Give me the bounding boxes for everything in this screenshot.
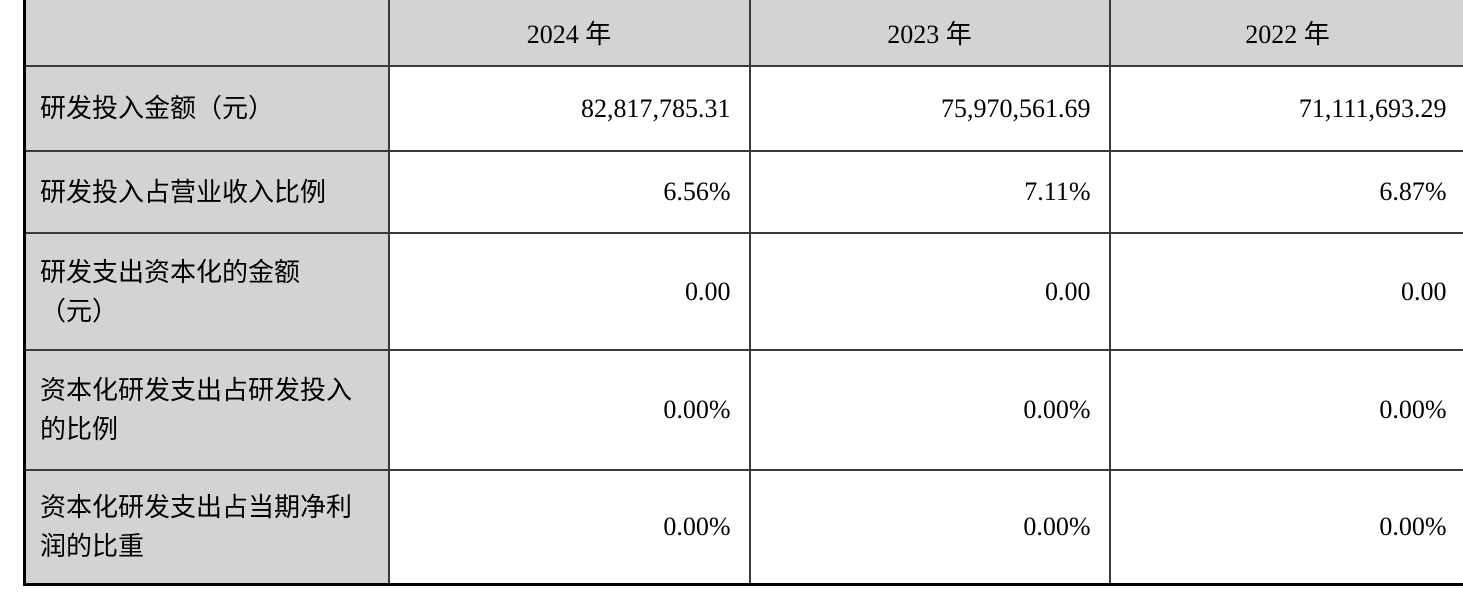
- row-label: 研发支出资本化的金额 （元）: [23, 232, 390, 351]
- table-row-rd-investment-amount: 研发投入金额（元） 82,817,785.31 75,970,561.69 71…: [23, 65, 1463, 152]
- value-cell-2022: 0.00%: [1108, 349, 1463, 471]
- corner-header-cell: [23, 0, 390, 67]
- row-label: 研发投入金额（元）: [23, 65, 390, 152]
- table-row-rd-revenue-ratio: 研发投入占营业收入比例 6.56% 7.11% 6.87%: [23, 150, 1463, 234]
- table-row-capitalized-rd-ratio: 资本化研发支出占研发投入 的比例 0.00% 0.00% 0.00%: [23, 349, 1463, 471]
- value-cell-2024: 6.56%: [387, 150, 751, 234]
- year-header-2023: 2023 年: [748, 0, 1111, 67]
- year-header-2024: 2024 年: [387, 0, 751, 67]
- row-label: 研发投入占营业收入比例: [23, 150, 390, 234]
- value-cell-2022: 0.00%: [1108, 469, 1463, 585]
- value-cell-2024: 0.00: [387, 232, 751, 351]
- value-cell-2024: 82,817,785.31: [387, 65, 751, 152]
- year-header-2022: 2022 年: [1108, 0, 1463, 67]
- value-cell-2022: 6.87%: [1108, 150, 1463, 234]
- row-label: 资本化研发支出占当期净利 润的比重: [23, 469, 390, 585]
- value-cell-2023: 0.00%: [748, 469, 1111, 585]
- table-header-row: 2024 年 2023 年 2022 年: [23, 0, 1463, 67]
- rd-investment-table: 2024 年 2023 年 2022 年 研发投入金额（元） 82,817,78…: [23, 0, 1463, 586]
- value-cell-2023: 0.00%: [748, 349, 1111, 471]
- table-row-capitalized-rd-net-profit-ratio: 资本化研发支出占当期净利 润的比重 0.00% 0.00% 0.00%: [23, 469, 1463, 585]
- value-cell-2024: 0.00%: [387, 349, 751, 471]
- value-cell-2022: 0.00: [1108, 232, 1463, 351]
- value-cell-2023: 7.11%: [748, 150, 1111, 234]
- value-cell-2024: 0.00%: [387, 469, 751, 585]
- value-cell-2023: 0.00: [748, 232, 1111, 351]
- value-cell-2022: 71,111,693.29: [1108, 65, 1463, 152]
- row-label: 资本化研发支出占研发投入 的比例: [23, 349, 390, 471]
- value-cell-2023: 75,970,561.69: [748, 65, 1111, 152]
- table-row-capitalized-rd-amount: 研发支出资本化的金额 （元） 0.00 0.00 0.00: [23, 232, 1463, 351]
